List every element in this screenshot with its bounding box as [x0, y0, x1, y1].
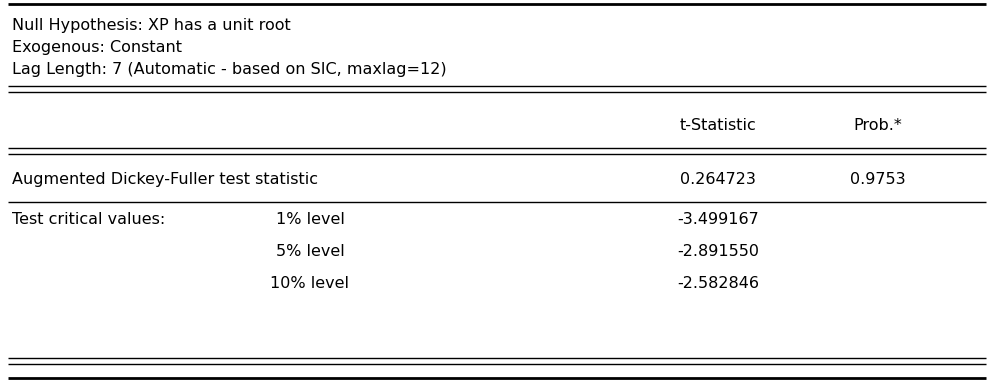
Text: t-Statistic: t-Statistic	[680, 118, 756, 133]
Text: 0.264723: 0.264723	[680, 172, 756, 187]
Text: 10% level: 10% level	[270, 276, 350, 291]
Text: 5% level: 5% level	[275, 244, 344, 259]
Text: Lag Length: 7 (Automatic - based on SIC, maxlag=12): Lag Length: 7 (Automatic - based on SIC,…	[12, 62, 446, 77]
Text: -2.891550: -2.891550	[677, 244, 759, 259]
Text: Null Hypothesis: XP has a unit root: Null Hypothesis: XP has a unit root	[12, 18, 291, 33]
Text: -2.582846: -2.582846	[677, 276, 759, 291]
Text: -3.499167: -3.499167	[677, 212, 758, 227]
Text: Test critical values:: Test critical values:	[12, 212, 165, 227]
Text: 0.9753: 0.9753	[850, 172, 906, 187]
Text: Augmented Dickey-Fuller test statistic: Augmented Dickey-Fuller test statistic	[12, 172, 318, 187]
Text: Prob.*: Prob.*	[854, 118, 903, 133]
Text: 1% level: 1% level	[275, 212, 345, 227]
Text: Exogenous: Constant: Exogenous: Constant	[12, 40, 182, 55]
